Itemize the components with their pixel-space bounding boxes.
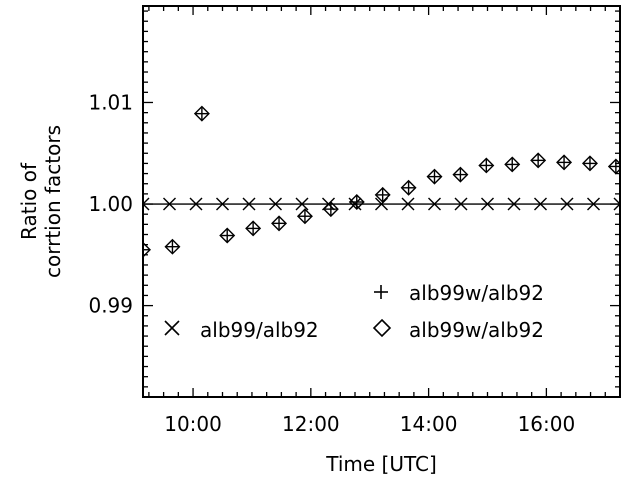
- plus-data-point: [298, 210, 311, 223]
- diamond-data-point: [426, 168, 443, 185]
- legend-plus-icon: [374, 285, 388, 299]
- axis-ticks: [143, 6, 621, 398]
- plus-data-point: [532, 154, 545, 167]
- diamond-data-point: [556, 154, 573, 171]
- diamond-data-point: [271, 215, 288, 232]
- axis-tick-labels: 10:00 12:00 14:00 16:00 0.99 1.00 1.01: [88, 90, 575, 436]
- plot-frame: [142, 5, 621, 398]
- plus-data-point: [273, 217, 286, 230]
- x-data-point: [481, 197, 494, 211]
- diamond-data-point: [400, 179, 417, 196]
- diamond-data-point: [245, 220, 262, 237]
- diamond-data-point: [322, 201, 339, 218]
- y-tick-label: 1.01: [88, 90, 133, 114]
- plus-data-point: [350, 196, 363, 209]
- x-tick-label: 10:00: [164, 412, 222, 436]
- x-tick-label: 14:00: [400, 412, 458, 436]
- x-data-point: [242, 197, 256, 211]
- plus-data-point: [247, 222, 260, 235]
- x-data-point: [401, 197, 415, 211]
- diamond-data-point: [530, 152, 547, 169]
- x-data-point: [143, 197, 150, 211]
- x-data-point: [295, 197, 309, 211]
- plus-data-point: [195, 107, 208, 120]
- legend-diamond-icon: [372, 318, 392, 338]
- diamond-data-point: [374, 186, 391, 203]
- x-data-point: [163, 197, 176, 211]
- x-data-point: [507, 197, 521, 211]
- diamond-data-point: [581, 155, 598, 172]
- legend-label-x: alb99/alb92: [200, 318, 319, 342]
- diamond-data-point: [164, 238, 181, 255]
- plus-data-point: [506, 158, 519, 171]
- diamond-data-point: [219, 227, 236, 244]
- diamond-data-point: [452, 166, 469, 183]
- diamond-data-point: [296, 208, 313, 225]
- plus-data-point: [402, 181, 415, 194]
- x-data-point: [428, 197, 441, 211]
- plus-data-point: [143, 243, 149, 256]
- plus-data-point: [324, 203, 337, 216]
- x-tick-label: 12:00: [282, 412, 340, 436]
- x-data-point: [587, 197, 600, 211]
- x-tick-label: 16:00: [518, 412, 576, 436]
- x-data-point: [269, 197, 282, 211]
- plus-data-point: [428, 170, 441, 183]
- data-marks: [143, 105, 620, 258]
- x-axis-label: Time [UTC]: [325, 452, 437, 476]
- diamond-data-point: [478, 157, 495, 174]
- plus-data-point: [221, 229, 234, 242]
- legend-label-diamond: alb99w/alb92: [409, 318, 544, 342]
- x-data-point: [560, 197, 574, 211]
- diamond-data-point: [193, 105, 210, 122]
- diamond-data-point: [504, 156, 521, 173]
- plus-data-point: [454, 168, 467, 181]
- diamond-data-point: [143, 241, 151, 258]
- legend-x-icon: [164, 320, 180, 336]
- legend: alb99w/alb92 alb99/alb92 alb99w/alb92: [164, 281, 544, 342]
- y-axis-label: Ratio of corrtion factors: [17, 125, 65, 278]
- legend-label-plus: alb99w/alb92: [409, 281, 544, 305]
- y-tick-label: 1.00: [88, 192, 133, 216]
- y-tick-label: 0.99: [88, 294, 133, 318]
- plus-data-point: [376, 188, 389, 201]
- x-data-point: [534, 197, 547, 211]
- x-data-point: [613, 197, 620, 211]
- x-data-point: [189, 197, 203, 211]
- diamond-data-point: [348, 194, 365, 210]
- y-axis-label-line-1: Ratio of: [17, 162, 41, 240]
- plus-data-point: [558, 156, 571, 169]
- x-data-point: [454, 197, 468, 211]
- y-axis-label-line-2: corrtion factors: [41, 125, 65, 278]
- plus-data-point: [480, 159, 493, 172]
- x-data-point: [216, 197, 229, 211]
- plus-data-point: [166, 240, 179, 253]
- plus-data-point: [583, 157, 596, 170]
